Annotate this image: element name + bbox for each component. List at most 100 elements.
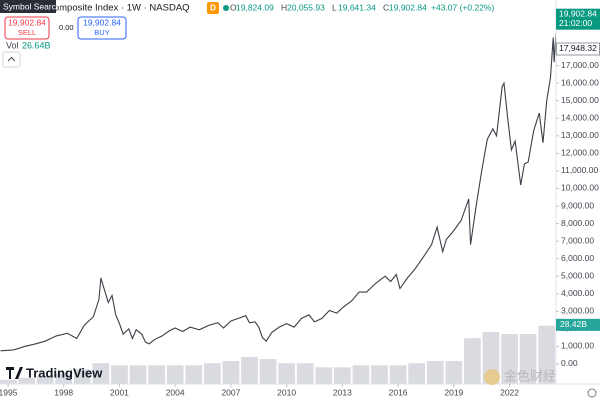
x-tick-label: 2007 bbox=[221, 387, 240, 397]
volume-bar bbox=[371, 365, 388, 384]
volume-badge bbox=[556, 318, 600, 331]
volume-bar bbox=[222, 361, 240, 384]
symbol-search-label: Symbol Search bbox=[3, 1, 61, 11]
logo: TradingView bbox=[6, 365, 103, 380]
y-tick-label: 8,000.00 bbox=[561, 218, 594, 228]
x-tick-label: 2019 bbox=[444, 387, 463, 397]
y-tick-label: 6,000.00 bbox=[561, 253, 594, 263]
x-tick-label: 2001 bbox=[110, 387, 129, 397]
volume-bar bbox=[445, 361, 463, 384]
x-tick-label: 2016 bbox=[389, 387, 408, 397]
volume-badge-label: 28.42B bbox=[560, 319, 587, 329]
ohlc-value: 19,824.09 bbox=[236, 2, 274, 12]
volume-bar bbox=[203, 363, 221, 384]
timezone-icon[interactable] bbox=[587, 388, 597, 398]
ohlc-value: 20,055.93 bbox=[287, 2, 325, 12]
volume-bar bbox=[73, 369, 91, 384]
y-tick-label: 16,000.00 bbox=[561, 77, 599, 87]
volume-bar bbox=[315, 367, 333, 384]
ohlc-key: H bbox=[281, 2, 287, 12]
plot-area bbox=[0, 32, 557, 384]
y-tick-label: 12,000.00 bbox=[561, 148, 599, 158]
y-tick-label: 5,000.00 bbox=[561, 270, 594, 280]
ohlc-key: O bbox=[230, 2, 237, 12]
volume-bar bbox=[129, 365, 147, 384]
y-tick-label: 7,000.00 bbox=[561, 235, 594, 245]
ma-price-label: 17,948.32 bbox=[559, 43, 597, 53]
buy-price: 19,902.84 bbox=[83, 17, 121, 27]
y-tick-label: 9,000.00 bbox=[561, 200, 594, 210]
interval-badge bbox=[207, 2, 219, 14]
watermark: 金色财经 bbox=[484, 368, 556, 385]
volume-bar bbox=[111, 365, 128, 384]
x-tick-label: 2013 bbox=[333, 387, 352, 397]
volume-bar bbox=[389, 365, 407, 384]
logo-text: TradingView bbox=[26, 365, 103, 380]
last-price-badge bbox=[556, 8, 600, 30]
volume-bar bbox=[334, 367, 351, 384]
volume-bar bbox=[148, 365, 165, 384]
y-tick-label: 15,000.00 bbox=[561, 95, 599, 105]
ohlc-change: +43.07 (+0.22%) bbox=[431, 2, 494, 12]
y-tick-label: 13,000.00 bbox=[561, 130, 599, 140]
status-dot bbox=[223, 5, 229, 11]
x-tick-label: 2004 bbox=[166, 387, 185, 397]
ohlc-key: C bbox=[383, 2, 389, 12]
volume-bar bbox=[426, 361, 444, 384]
ohlc-value: 19,641.34 bbox=[338, 2, 376, 12]
y-tick-label: 0.00 bbox=[561, 358, 578, 368]
volume-bar bbox=[352, 365, 370, 384]
sell-price: 19,902.84 bbox=[8, 17, 46, 27]
volume-bar bbox=[538, 325, 556, 384]
x-tick-label: 1995 bbox=[0, 387, 18, 397]
volume-bar bbox=[36, 375, 54, 384]
volume-bar bbox=[519, 334, 537, 384]
header: Composite Index · 1W · NASDAQ Symbol Sea… bbox=[0, 0, 494, 68]
sell-button[interactable] bbox=[4, 16, 50, 40]
last-price-label: 19,902.84 bbox=[559, 8, 597, 18]
volume-bar bbox=[92, 363, 110, 384]
collapse-button[interactable] bbox=[2, 51, 21, 68]
collapse-icon bbox=[7, 56, 16, 62]
legend-volume-name: Vol bbox=[6, 40, 19, 50]
y-tick-label: 17,000.00 bbox=[561, 60, 599, 70]
volume-bar bbox=[259, 359, 277, 384]
volume-bar bbox=[166, 365, 184, 384]
volume-bar bbox=[241, 356, 258, 384]
buy-label: BUY bbox=[94, 28, 109, 37]
logo-icon bbox=[6, 367, 23, 379]
y-tick-label: 3,000.00 bbox=[561, 306, 594, 316]
x-tick-label: 2010 bbox=[277, 387, 296, 397]
y-tick-label: 10,000.00 bbox=[561, 183, 599, 193]
volume-bar bbox=[0, 379, 17, 384]
y-tick-label: 1,000.00 bbox=[561, 341, 594, 351]
x-tick-label: 2022 bbox=[500, 387, 519, 397]
last-price-time: 21:02:00 bbox=[559, 18, 592, 28]
watermark-icon bbox=[484, 369, 500, 385]
watermark-text: 金色财经 bbox=[504, 368, 556, 383]
ohlc-key: L bbox=[332, 2, 337, 12]
y-tick-label: 4,000.00 bbox=[561, 288, 594, 298]
volume-bar bbox=[501, 334, 518, 384]
volume-bar bbox=[18, 377, 35, 384]
volume-bar bbox=[408, 363, 426, 384]
volume-bar bbox=[464, 338, 481, 384]
sell-label: SELL bbox=[18, 28, 36, 37]
spread: 0.00 bbox=[59, 23, 74, 32]
ohlc-value: 19,902.84 bbox=[389, 2, 427, 12]
symbol-search[interactable] bbox=[0, 0, 56, 13]
x-tick-label: 1998 bbox=[54, 387, 73, 397]
buy-button[interactable] bbox=[77, 16, 127, 40]
price-line bbox=[0, 32, 557, 352]
ohlc: O 19,824.09 H 20,055.93 L 19,641.34 C 19,902.84… bbox=[230, 2, 494, 12]
y-tick-label: 11,000.00 bbox=[561, 165, 598, 175]
volume-bar bbox=[296, 363, 314, 384]
y-tick-label: 14,000.00 bbox=[561, 113, 599, 123]
volume-bar bbox=[278, 363, 295, 384]
chart-title: Composite Index · 1W · NASDAQ bbox=[47, 3, 190, 14]
volume-bar bbox=[185, 365, 203, 384]
interval-badge-label: D bbox=[210, 4, 216, 13]
legend-volume-value: 26.64B bbox=[22, 40, 51, 50]
volume-bar bbox=[55, 373, 73, 384]
